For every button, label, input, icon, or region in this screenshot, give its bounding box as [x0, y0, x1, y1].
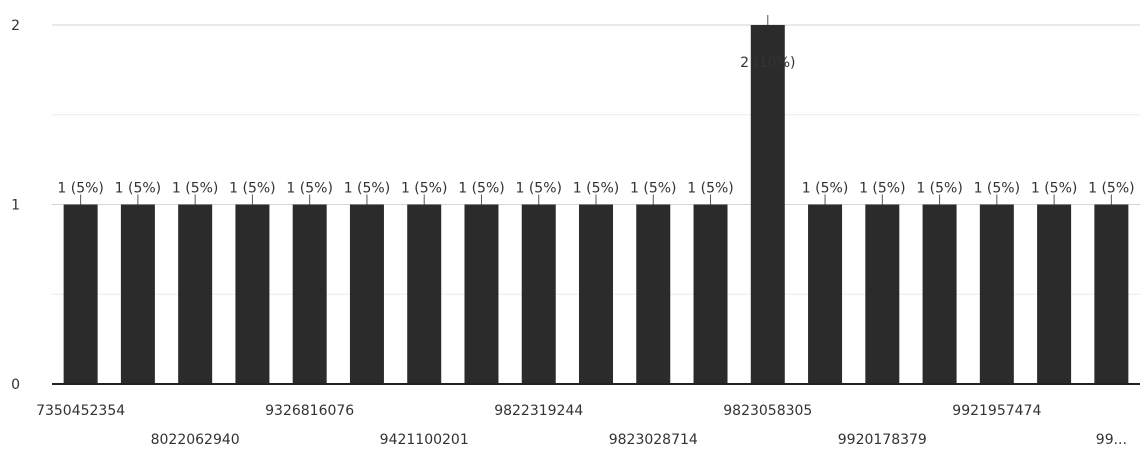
data-label: 1 (5%) — [458, 181, 505, 197]
bar — [808, 204, 843, 384]
x-tick-label: 9921957474 — [952, 403, 1041, 419]
x-axis-labels: 7350452354 8022062940 9326816076 9421100201… — [36, 403, 1127, 448]
bar — [521, 204, 556, 384]
bar — [922, 204, 957, 384]
data-label: 1 (5%) — [401, 181, 448, 197]
bars — [63, 25, 1129, 384]
bar — [1094, 204, 1129, 384]
data-label: 1 (5%) — [974, 181, 1021, 197]
x-tick-label: 99... — [1096, 432, 1127, 448]
data-label: 1 (5%) — [916, 181, 963, 197]
bar — [464, 204, 499, 384]
y-tick-label: 2 — [11, 18, 20, 34]
x-tick-label: 9421100201 — [380, 432, 469, 448]
y-tick-label: 1 — [11, 198, 20, 214]
bar — [750, 25, 785, 384]
bar — [579, 204, 613, 384]
data-label: 1 (5%) — [172, 181, 219, 197]
bar — [1037, 204, 1072, 384]
data-label: 1 (5%) — [687, 181, 734, 197]
bar — [979, 204, 1014, 384]
data-label: 1 (5%) — [573, 181, 620, 197]
bar — [693, 204, 728, 384]
x-tick-label: 9822319244 — [494, 403, 583, 419]
x-tick-label: 9326816076 — [265, 403, 354, 419]
bar — [63, 204, 98, 384]
x-tick-label: 7350452354 — [36, 403, 125, 419]
x-tick-label: 8022062940 — [151, 432, 240, 448]
data-label: 1 (5%) — [286, 181, 333, 197]
bar — [178, 204, 213, 384]
data-label: 1 (5%) — [630, 181, 677, 197]
bar — [120, 204, 155, 384]
bar — [636, 204, 671, 384]
data-label: 1 (5%) — [1088, 181, 1135, 197]
bar — [407, 204, 442, 384]
data-labels: 1 (5%) 1 (5%) 1 (5%) 1 (5%) 1 (5%) 1 (5%) 1 (5… — [57, 15, 1135, 205]
data-label: 1 (5%) — [229, 181, 276, 197]
data-label: 1 (5%) — [802, 181, 849, 197]
data-label: 1 (5%) — [515, 181, 562, 197]
data-label: 1 (5%) — [344, 181, 391, 197]
bar — [235, 204, 270, 384]
bar — [865, 204, 900, 384]
y-axis-ticks: 0 1 2 — [11, 18, 20, 393]
data-label: 1 (5%) — [859, 181, 906, 197]
data-label: 1 (5%) — [115, 181, 162, 197]
x-tick-label: 9920178379 — [838, 432, 927, 448]
x-tick-label: 9823028714 — [609, 432, 698, 448]
data-label: 2 (10%) — [740, 55, 795, 71]
x-tick-label: 9823058305 — [723, 403, 812, 419]
bar — [292, 204, 327, 384]
data-label: 1 (5%) — [1031, 181, 1078, 197]
y-tick-label: 0 — [11, 377, 20, 393]
bar — [349, 204, 384, 384]
data-label: 1 (5%) — [57, 181, 104, 197]
